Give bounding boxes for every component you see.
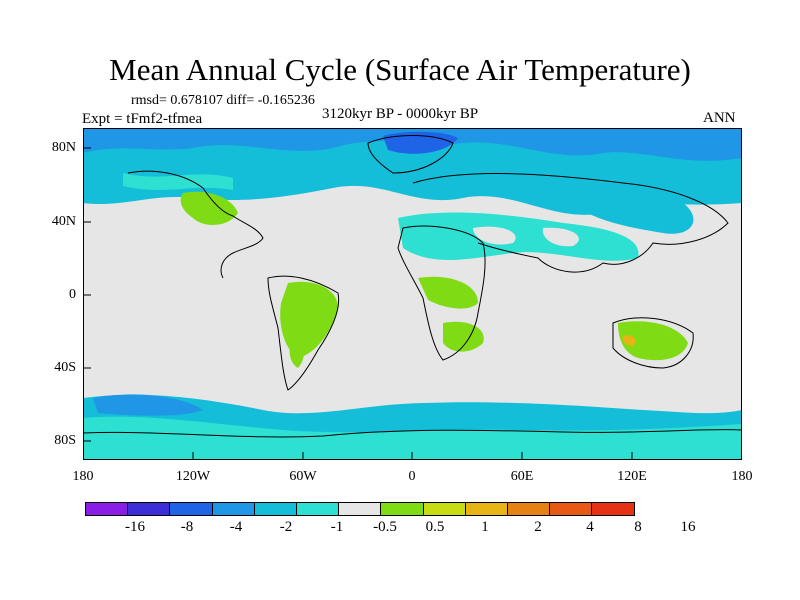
patagonia-warm-patch (289, 338, 305, 368)
colorbar-label: 2 (534, 519, 542, 535)
greenland-coast (367, 135, 454, 174)
asia-cool-patch-2 (573, 186, 694, 234)
asia-cool-patch (398, 212, 639, 261)
period-label: 3120kyr BP - 0000kyr BP (322, 106, 479, 122)
antarctic-edge-band (83, 416, 742, 460)
colorbar-swatch (339, 503, 382, 515)
colorbar-swatch (128, 503, 171, 515)
colorbar-label: -16 (125, 519, 145, 535)
lon-tick-label: 120W (175, 469, 211, 484)
australia-warm-patch (618, 321, 688, 361)
colorbar-swatch (86, 503, 129, 515)
colorbar (85, 502, 636, 516)
colorbar-swatch (423, 503, 466, 515)
lat-tick-label: 0 (69, 287, 76, 302)
south-america-coast (267, 275, 340, 391)
axis-ticks (83, 147, 633, 460)
antarctic-ross-cool-patch (93, 394, 203, 416)
colorbar-swatch (296, 503, 340, 515)
colorbar-swatch (212, 503, 255, 515)
season-label: ANN (703, 110, 736, 126)
lat-tick-label: 40N (51, 214, 76, 229)
colorbar-label: -1 (330, 519, 344, 535)
arctic-cold-band (83, 128, 742, 161)
africa-coast (397, 225, 486, 361)
colorbar-label: -4 (229, 519, 243, 535)
colorbar-label: 16 (680, 519, 696, 535)
greenland-cold-core (383, 131, 458, 154)
lat-tick-label: 40S (54, 360, 76, 375)
lat-tick-label: 80S (54, 433, 76, 448)
colorbar-swatch (507, 503, 551, 515)
colorbar-label: 1 (481, 519, 489, 535)
chart-title: Mean Annual Cycle (Surface Air Temperatu… (109, 52, 691, 87)
colorbar-label: -8 (180, 519, 194, 535)
lon-tick-label: 120E (617, 469, 647, 484)
colorbar-label: 8 (634, 519, 642, 535)
lon-tick-label: 180 (731, 469, 753, 484)
colorbar-label: 0.5 (425, 519, 445, 535)
colorbar-label: 4 (586, 519, 594, 535)
lon-tick-label: 60E (510, 469, 534, 484)
north-america-coast (127, 170, 264, 279)
colorbar-label: -2 (279, 519, 293, 535)
australia-hot-spot (622, 335, 636, 346)
antarctica-coast (83, 429, 742, 438)
asia-neutral-hole-2 (542, 227, 579, 247)
coastlines (83, 135, 742, 438)
temperature-anomaly-map (83, 128, 742, 460)
australia-coast (612, 317, 694, 369)
rmsd-diff-stats: rmsd= 0.678107 diff= -0.165236 (131, 93, 315, 108)
arctic-edge-band (123, 173, 233, 190)
north-america-warm-patch (180, 191, 238, 225)
lon-tick-label: 180 (72, 469, 94, 484)
asia-neutral-hole-1 (473, 226, 516, 245)
colorbar-swatch (254, 503, 297, 515)
europe-asia-coast (412, 173, 729, 273)
colorbar-swatch (381, 503, 424, 515)
colorbar-swatch (465, 503, 508, 515)
lat-tick-label: 80N (51, 140, 76, 155)
colorbar-swatch (550, 503, 593, 515)
central-africa-warm-patch (418, 276, 478, 309)
experiment-label: Expt = tFmf2-tfmea (82, 111, 203, 127)
lon-tick-label: 60W (289, 469, 317, 484)
colorbar-swatch (170, 503, 213, 515)
lon-tick-label: 0 (408, 469, 416, 484)
colorbar-swatch (592, 503, 635, 515)
colorbar-label: -0.5 (373, 519, 397, 535)
